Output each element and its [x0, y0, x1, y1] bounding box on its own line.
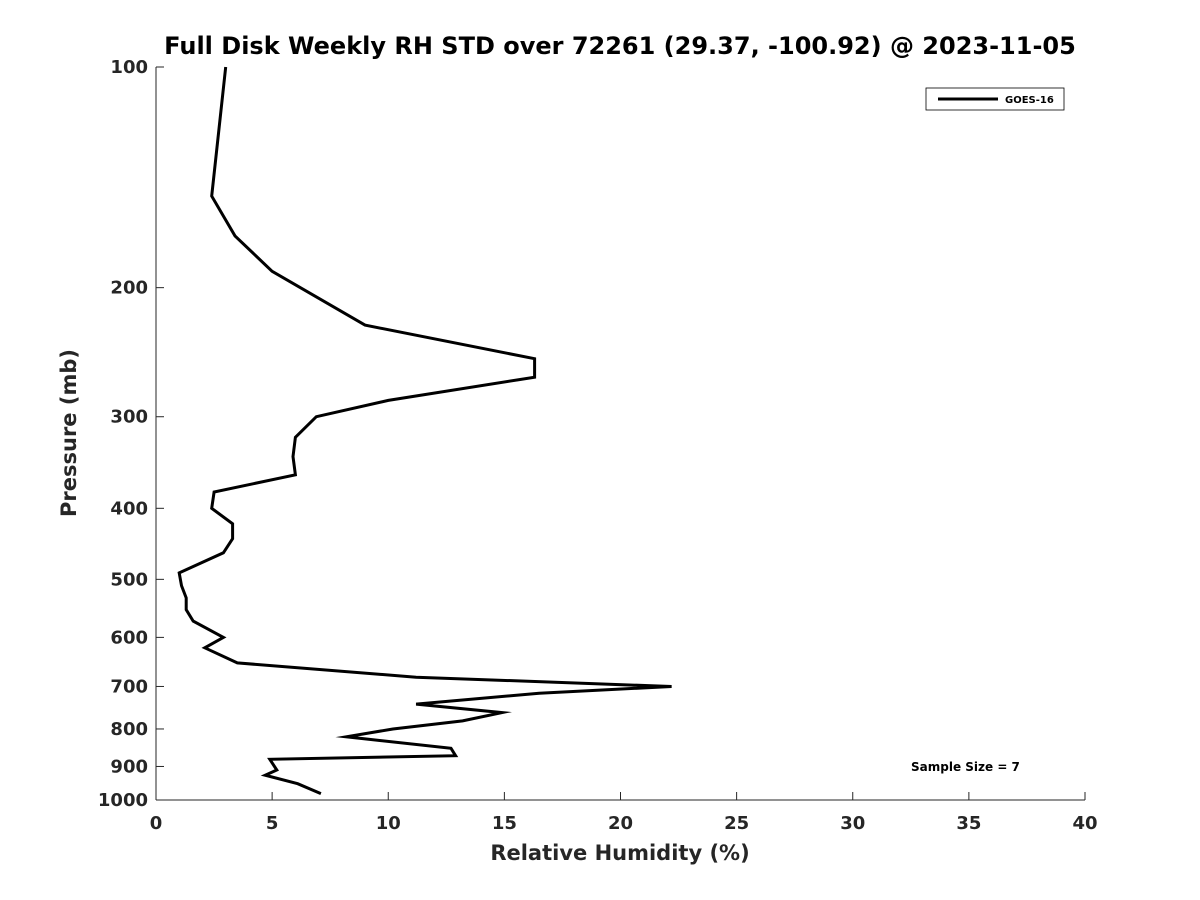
x-tick-label: 0	[150, 813, 163, 834]
y-tick-label: 800	[110, 719, 148, 740]
x-tick-label: 40	[1072, 813, 1097, 834]
chart-title: Full Disk Weekly RH STD over 72261 (29.3…	[164, 32, 1076, 60]
x-tick-label: 20	[608, 813, 633, 834]
x-tick-label: 5	[266, 813, 279, 834]
y-tick-label: 1000	[98, 790, 148, 811]
y-tick-label: 900	[110, 756, 148, 777]
x-tick-label: 35	[956, 813, 981, 834]
x-tick-label: 15	[492, 813, 517, 834]
x-tick-label: 10	[376, 813, 401, 834]
y-tick-label: 400	[110, 498, 148, 519]
y-tick-label: 700	[110, 676, 148, 697]
y-axis-label: Pressure (mb)	[57, 349, 81, 517]
x-axis-label: Relative Humidity (%)	[490, 841, 749, 865]
y-tick-label: 500	[110, 569, 148, 590]
y-tick-label: 600	[110, 627, 148, 648]
legend: GOES-16	[926, 88, 1064, 110]
x-tick-label: 30	[840, 813, 865, 834]
chart: Full Disk Weekly RH STD over 72261 (29.3…	[0, 0, 1200, 900]
y-tick-label: 100	[110, 57, 148, 78]
y-tick-label: 200	[110, 278, 148, 299]
x-tick-label: 25	[724, 813, 749, 834]
y-tick-label: 300	[110, 407, 148, 428]
sample-size-annotation: Sample Size = 7	[911, 760, 1020, 774]
legend-label: GOES-16	[1005, 95, 1054, 106]
